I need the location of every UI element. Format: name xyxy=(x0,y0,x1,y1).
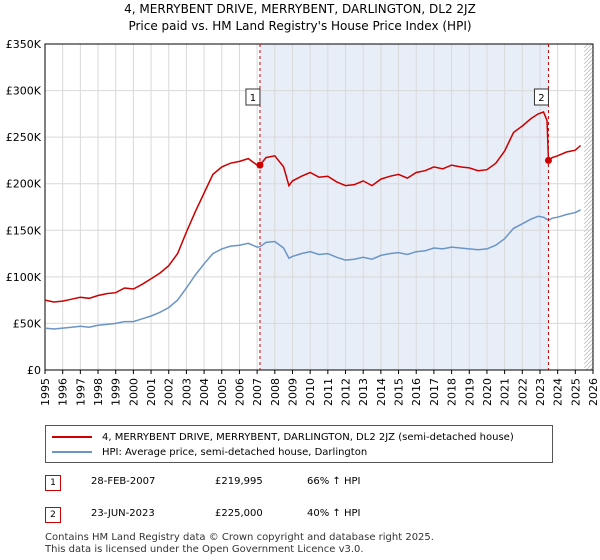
y-tick-label: £250K xyxy=(6,131,42,144)
x-tick-label: 2017 xyxy=(428,378,441,406)
sale-number-label: 2 xyxy=(538,93,544,104)
sale-marker-badge: 1 xyxy=(45,475,61,491)
x-tick-label: 2006 xyxy=(233,378,246,406)
y-tick-label: £150K xyxy=(6,224,42,237)
series-line-hpi xyxy=(44,209,581,330)
sale-point xyxy=(256,161,264,169)
legend-swatch-property xyxy=(52,436,92,438)
series-line-property xyxy=(44,111,582,303)
x-tick-label: 2004 xyxy=(198,378,211,406)
x-tick-label: 2002 xyxy=(163,378,176,406)
forecast-hatch xyxy=(584,44,593,370)
plot-frame xyxy=(44,43,594,371)
footer-copyright: Contains HM Land Registry data © Crown c… xyxy=(45,532,434,543)
x-tick-label: 2000 xyxy=(127,378,140,406)
sale-point xyxy=(544,156,552,164)
sale-hpi-change: 66% ↑ HPI xyxy=(307,476,361,487)
x-tick-label: 1997 xyxy=(74,378,87,406)
legend-label-hpi: HPI: Average price, semi-detached house,… xyxy=(102,446,368,458)
x-tick-label: 2025 xyxy=(569,378,582,406)
x-tick-label: 2007 xyxy=(251,378,264,406)
x-tick-label: 2010 xyxy=(304,378,317,406)
x-tick-label: 2019 xyxy=(463,378,476,406)
x-tick-label: 2012 xyxy=(340,378,353,406)
legend-label-property: 4, MERRYBENT DRIVE, MERRYBENT, DARLINGTO… xyxy=(102,431,514,443)
x-tick-label: 2026 xyxy=(587,378,600,406)
sale-date: 23-JUN-2023 xyxy=(91,508,155,519)
sale-number-label: 1 xyxy=(250,93,256,104)
sale-row: 2 23-JUN-2023 £225,000 40% ↑ HPI xyxy=(45,506,585,526)
x-tick-label: 2022 xyxy=(516,378,529,406)
x-tick-label: 2021 xyxy=(499,378,512,406)
sale-date: 28-FEB-2007 xyxy=(91,476,156,487)
sale-price: £225,000 xyxy=(215,508,263,519)
sale-hpi-change: 40% ↑ HPI xyxy=(307,508,361,519)
ownership-shade xyxy=(259,44,549,370)
x-tick-label: 2018 xyxy=(446,378,459,406)
x-tick-label: 2001 xyxy=(145,378,158,406)
x-tick-label: 2016 xyxy=(410,378,423,406)
x-tick-label: 2011 xyxy=(322,378,335,406)
sale-marker-badge: 2 xyxy=(45,507,61,523)
x-tick-label: 2020 xyxy=(481,378,494,406)
x-tick-label: 2024 xyxy=(552,378,565,406)
y-tick-label: £0 xyxy=(27,364,41,377)
x-tick-label: 2009 xyxy=(286,378,299,406)
y-tick-label: £100K xyxy=(6,271,42,284)
y-tick-label: £300K xyxy=(6,85,42,98)
x-tick-label: 1995 xyxy=(39,378,52,406)
x-tick-label: 1998 xyxy=(92,378,105,406)
y-tick-label: £200K xyxy=(6,178,42,191)
legend-swatch-hpi xyxy=(52,451,92,453)
footer-licence: This data is licensed under the Open Gov… xyxy=(45,544,364,555)
x-tick-label: 2008 xyxy=(269,378,282,406)
y-tick-label: £350K xyxy=(6,38,42,51)
sale-price: £219,995 xyxy=(215,476,263,487)
x-tick-label: 2014 xyxy=(375,378,388,406)
legend-item-hpi: HPI: Average price, semi-detached house,… xyxy=(52,445,367,459)
x-tick-label: 2023 xyxy=(534,378,547,406)
x-tick-label: 1999 xyxy=(110,378,123,406)
chart-subtitle: Price paid vs. HM Land Registry's House … xyxy=(128,19,472,33)
x-tick-label: 1996 xyxy=(57,378,70,406)
sale-number-box xyxy=(533,88,549,106)
x-tick-label: 2003 xyxy=(180,378,193,406)
chart-title-address: 4, MERRYBENT DRIVE, MERRYBENT, DARLINGTO… xyxy=(124,2,476,16)
sale-number-box xyxy=(245,88,261,106)
price-chart: £0 £50K £100K £150K £200K £250K £300K £350K 1995… xyxy=(6,38,600,406)
legend-item-property: 4, MERRYBENT DRIVE, MERRYBENT, DARLINGTO… xyxy=(52,430,514,444)
sale-row: 1 28-FEB-2007 £219,995 66% ↑ HPI xyxy=(45,474,585,494)
x-tick-label: 2005 xyxy=(216,378,229,406)
x-tick-label: 2015 xyxy=(393,378,406,406)
x-tick-label: 2013 xyxy=(357,378,370,406)
chart-legend: 4, MERRYBENT DRIVE, MERRYBENT, DARLINGTO… xyxy=(45,425,553,463)
y-tick-label: £50K xyxy=(13,317,42,330)
